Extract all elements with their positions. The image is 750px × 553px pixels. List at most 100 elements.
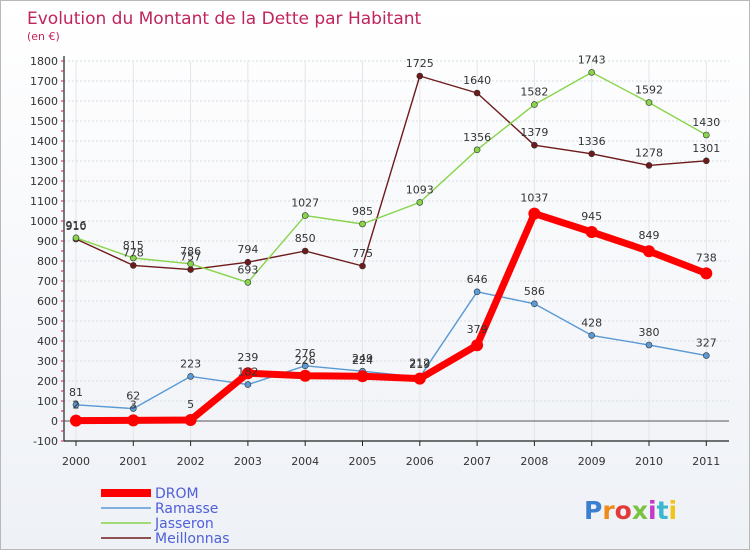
data-point-meillonnas bbox=[130, 262, 137, 269]
data-label-meillonnas: 1379 bbox=[520, 126, 548, 139]
data-point-jasseron bbox=[702, 131, 710, 139]
data-label-drom: 5 bbox=[187, 398, 194, 411]
data-point-meillonnas bbox=[301, 247, 309, 255]
data-point-ramasse bbox=[187, 373, 194, 380]
x-tick-label: 2004 bbox=[291, 455, 319, 468]
legend-label-jasseron: Jasseron bbox=[154, 516, 214, 532]
data-point-jasseron bbox=[588, 69, 596, 76]
data-label-ramasse: 182 bbox=[237, 366, 258, 379]
data-label-drom: 945 bbox=[581, 210, 602, 223]
series-line-drom bbox=[75, 210, 708, 425]
y-tick-label: 400 bbox=[37, 335, 58, 348]
y-tick-label: 500 bbox=[37, 315, 58, 328]
data-point-jasseron bbox=[187, 260, 194, 268]
data-labels: 910 778 757 794 850 775 1725 1640 1379 1336 1278 13… bbox=[66, 53, 721, 411]
y-tick-label: 100 bbox=[37, 395, 58, 408]
data-point-jasseron bbox=[244, 279, 252, 286]
legend-label-ramasse: Ramasse bbox=[155, 501, 218, 517]
data-label-jasseron: 1093 bbox=[406, 183, 434, 196]
y-tick-label: 1700 bbox=[30, 75, 58, 88]
data-label-meillonnas: 794 bbox=[237, 243, 258, 256]
x-tick-label: 2001 bbox=[119, 455, 147, 468]
data-point-ramasse bbox=[531, 300, 538, 308]
data-point-ramasse bbox=[130, 405, 137, 412]
y-tick-label: 1600 bbox=[30, 95, 58, 108]
data-point-drom bbox=[471, 339, 484, 352]
data-label-meillonnas: 850 bbox=[295, 232, 316, 245]
data-point-drom bbox=[127, 414, 140, 427]
data-point-jasseron bbox=[473, 146, 481, 154]
data-label-meillonnas: 757 bbox=[180, 251, 201, 264]
data-point-ramasse bbox=[301, 362, 309, 370]
y-tick-label: 0 bbox=[51, 415, 58, 428]
data-label-jasseron: 693 bbox=[237, 263, 258, 276]
y-tick-label: -100 bbox=[33, 435, 58, 448]
y-tick-label: 1500 bbox=[30, 115, 58, 128]
x-tick-label: 2009 bbox=[578, 455, 606, 468]
data-label-jasseron: 815 bbox=[123, 239, 144, 252]
data-label-jasseron: 1430 bbox=[692, 116, 720, 129]
data-point-drom bbox=[700, 267, 713, 280]
chart-title: Evolution du Montant de la Dette par Hab… bbox=[27, 9, 422, 29]
data-label-meillonnas: 1640 bbox=[463, 74, 491, 87]
data-point-meillonnas bbox=[702, 157, 710, 165]
data-label-ramasse: 380 bbox=[639, 326, 660, 339]
data-label-ramasse: 586 bbox=[524, 285, 545, 298]
y-tick-label: 300 bbox=[37, 355, 58, 368]
data-label-meillonnas: 775 bbox=[352, 247, 373, 260]
unit-label: (en €) bbox=[27, 30, 60, 43]
data-point-meillonnas bbox=[645, 162, 653, 169]
x-tick-label: 2000 bbox=[62, 455, 90, 468]
axes: -100 0 100 200 300 400 500 600 700 800 900 1000 1100… bbox=[30, 55, 729, 468]
y-tick-label: 1100 bbox=[30, 195, 58, 208]
brand-letter: r bbox=[602, 496, 615, 525]
data-point-meillonnas bbox=[588, 150, 596, 158]
brand-letter: t bbox=[657, 496, 669, 525]
data-point-jasseron bbox=[645, 99, 653, 106]
data-point-ramasse bbox=[473, 288, 481, 296]
y-tick-label: 200 bbox=[37, 375, 58, 388]
data-label-ramasse: 327 bbox=[696, 337, 717, 350]
data-point-jasseron bbox=[72, 234, 80, 242]
x-tick-label: 2006 bbox=[406, 455, 434, 468]
data-point-jasseron bbox=[301, 212, 309, 219]
data-label-jasseron: 916 bbox=[66, 219, 87, 232]
data-label-ramasse: 646 bbox=[467, 273, 488, 286]
data-point-ramasse bbox=[72, 401, 80, 409]
data-label-drom: 224 bbox=[352, 354, 373, 367]
brand-letter: x bbox=[632, 496, 648, 525]
data-label-drom: 738 bbox=[696, 251, 717, 264]
data-label-jasseron: 1743 bbox=[578, 53, 606, 66]
data-point-ramasse bbox=[588, 332, 596, 339]
data-point-jasseron bbox=[130, 254, 137, 262]
y-tick-label: 1200 bbox=[30, 175, 58, 188]
data-label-drom: 226 bbox=[295, 354, 316, 367]
data-label-drom: 212 bbox=[409, 357, 430, 370]
data-point-ramasse bbox=[645, 341, 653, 349]
legend-label-drom: DROM bbox=[155, 486, 199, 502]
data-label-drom: 1037 bbox=[520, 192, 548, 205]
data-point-meillonnas bbox=[416, 72, 424, 80]
data-label-meillonnas: 1725 bbox=[406, 57, 434, 70]
data-point-drom bbox=[299, 369, 312, 382]
series-line-meillonnas bbox=[75, 75, 707, 271]
x-tick-label: 2003 bbox=[234, 455, 262, 468]
data-point-meillonnas bbox=[531, 141, 538, 149]
data-point-drom bbox=[70, 414, 82, 427]
y-tick-label: 1000 bbox=[30, 215, 58, 228]
data-label-ramasse: 276 bbox=[295, 347, 316, 360]
y-tick-label: 600 bbox=[37, 295, 58, 308]
data-label-meillonnas: 778 bbox=[123, 246, 144, 259]
brand-letter: P bbox=[584, 496, 602, 525]
y-tick-label: 1800 bbox=[30, 55, 58, 68]
data-point-meillonnas bbox=[187, 266, 194, 273]
data-label-jasseron: 1582 bbox=[520, 86, 548, 99]
brand-letter: o bbox=[615, 496, 632, 525]
x-tick-label: 2010 bbox=[635, 455, 663, 468]
data-point-meillonnas bbox=[244, 258, 252, 266]
data-point-drom bbox=[528, 207, 541, 220]
y-tick-label: 1300 bbox=[30, 155, 58, 168]
data-label-meillonnas: 1278 bbox=[635, 146, 663, 159]
brand-letter: i bbox=[669, 496, 678, 525]
